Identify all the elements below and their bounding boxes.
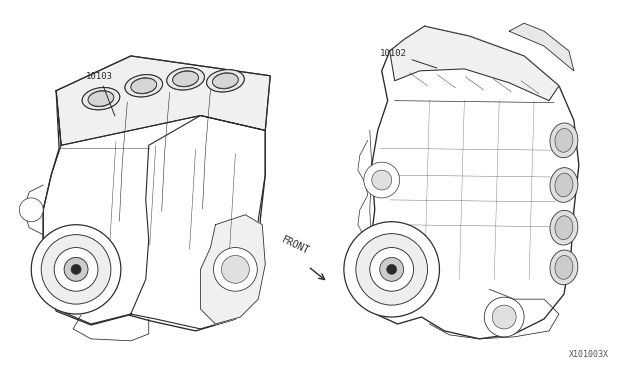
Circle shape (71, 264, 81, 274)
Ellipse shape (555, 256, 573, 279)
Ellipse shape (550, 250, 578, 285)
Ellipse shape (88, 91, 114, 107)
Ellipse shape (167, 68, 204, 90)
Ellipse shape (131, 78, 157, 93)
Ellipse shape (212, 73, 238, 89)
Circle shape (31, 225, 121, 314)
Circle shape (19, 198, 44, 222)
Circle shape (64, 257, 88, 281)
Polygon shape (200, 215, 265, 324)
Polygon shape (56, 56, 270, 145)
Circle shape (364, 162, 399, 198)
Polygon shape (509, 23, 574, 71)
Ellipse shape (173, 71, 198, 87)
Polygon shape (56, 56, 270, 145)
Ellipse shape (88, 91, 114, 106)
Circle shape (387, 264, 397, 274)
Polygon shape (44, 56, 270, 331)
Ellipse shape (173, 71, 198, 86)
Ellipse shape (550, 123, 578, 158)
Text: 10102: 10102 (380, 49, 437, 68)
Ellipse shape (212, 73, 238, 89)
Circle shape (492, 305, 516, 329)
Circle shape (380, 257, 404, 281)
Ellipse shape (555, 216, 573, 240)
Polygon shape (368, 26, 579, 339)
Circle shape (370, 247, 413, 291)
Circle shape (484, 297, 524, 337)
Ellipse shape (125, 75, 163, 97)
Circle shape (221, 256, 250, 283)
Circle shape (214, 247, 257, 291)
Circle shape (54, 247, 98, 291)
Ellipse shape (82, 87, 120, 110)
Polygon shape (390, 26, 559, 101)
Circle shape (356, 234, 428, 305)
Circle shape (41, 235, 111, 304)
Text: FRONT: FRONT (280, 235, 311, 256)
Circle shape (344, 222, 440, 317)
Ellipse shape (82, 87, 120, 110)
Ellipse shape (550, 210, 578, 245)
Ellipse shape (131, 78, 157, 94)
Text: 10103: 10103 (86, 72, 115, 116)
Ellipse shape (550, 168, 578, 202)
Ellipse shape (167, 68, 204, 90)
Circle shape (372, 170, 392, 190)
Ellipse shape (555, 173, 573, 197)
Ellipse shape (555, 128, 573, 152)
Ellipse shape (125, 75, 163, 97)
Ellipse shape (207, 70, 244, 92)
Ellipse shape (207, 70, 244, 92)
Text: X101003X: X101003X (569, 350, 609, 359)
